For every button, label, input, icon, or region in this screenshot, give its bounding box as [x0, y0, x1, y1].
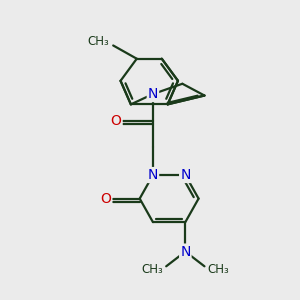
Text: N: N: [180, 244, 190, 259]
Text: CH₃: CH₃: [87, 34, 109, 48]
Text: N: N: [148, 87, 158, 101]
Text: O: O: [100, 192, 111, 206]
Text: CH₃: CH₃: [142, 263, 163, 276]
Text: CH₃: CH₃: [207, 263, 229, 276]
Text: O: O: [111, 114, 122, 128]
Text: N: N: [148, 168, 158, 182]
Text: N: N: [180, 168, 190, 182]
